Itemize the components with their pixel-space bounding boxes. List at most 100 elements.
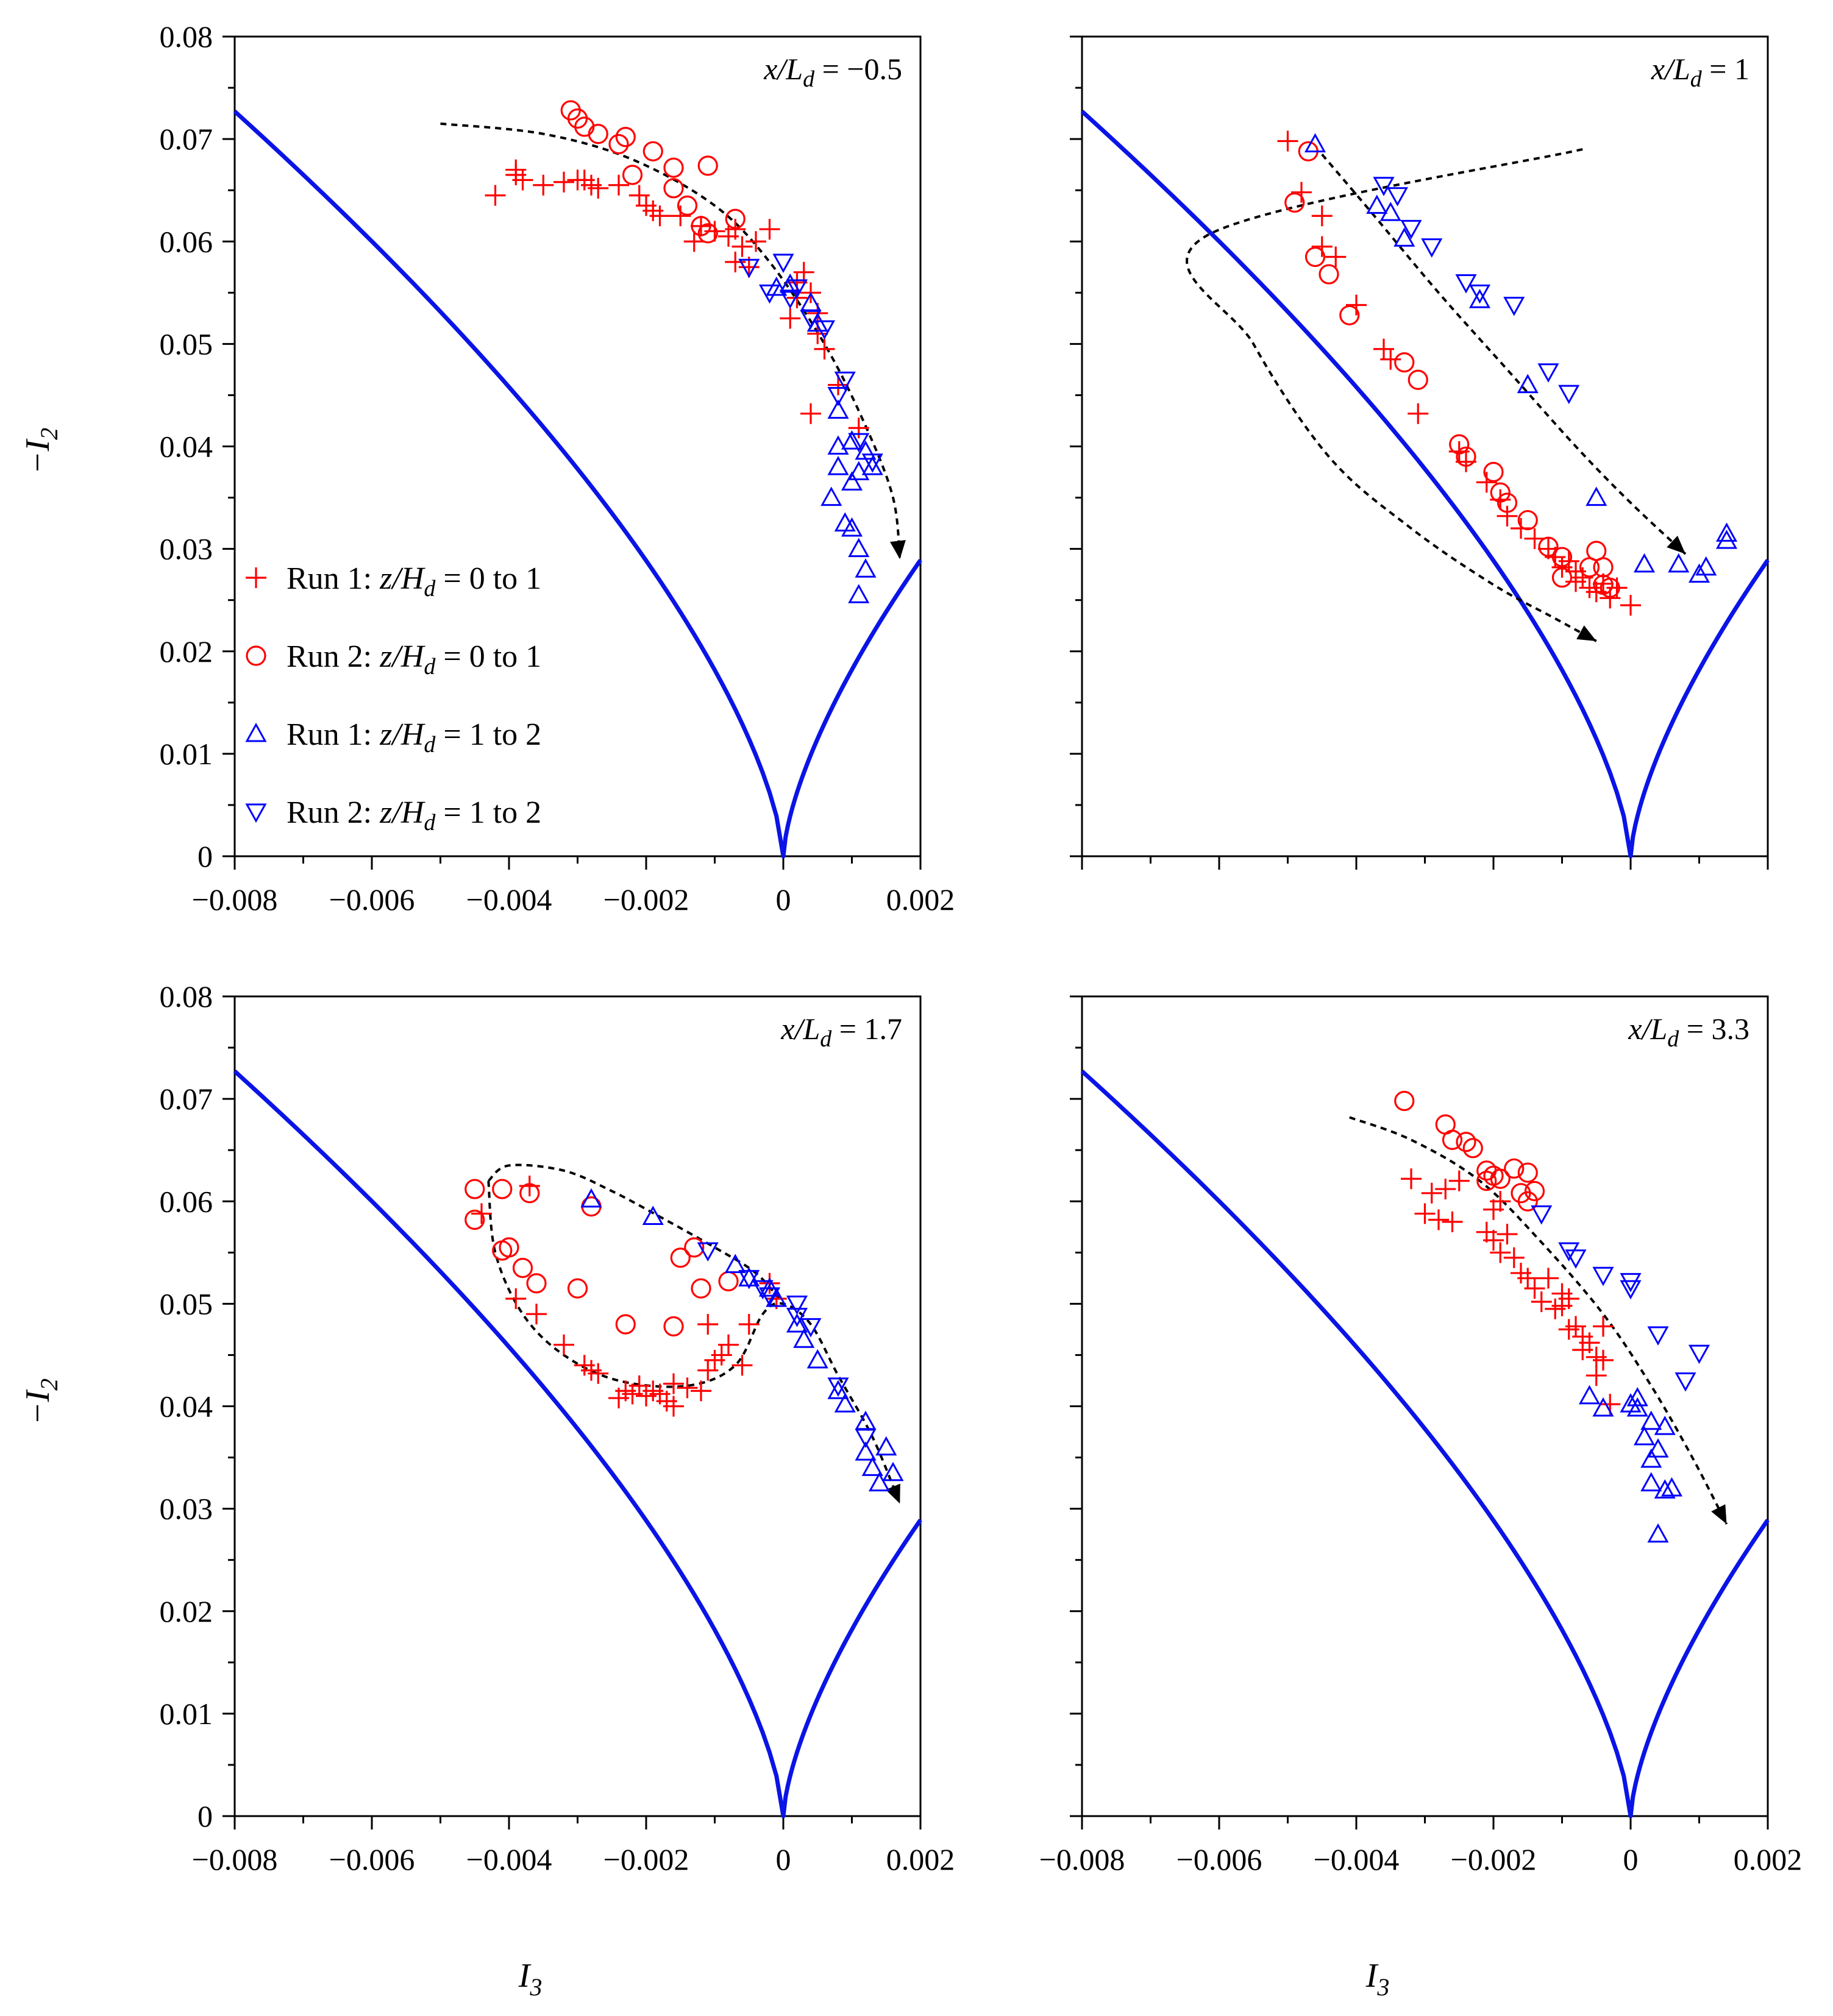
series-circle — [464, 1179, 739, 1336]
data-point — [553, 1334, 574, 1355]
x-axis-label-right: I3 — [1365, 1957, 1390, 2001]
series-triangle-down — [697, 1242, 877, 1449]
data-point — [464, 1209, 485, 1230]
panel-bottom-right: −0.008 −0.006 −0.004 −0.002 0 0.002 x/Ld = 3.3 — [1039, 995, 1803, 1876]
x-tick-label: 0.002 — [886, 1842, 955, 1876]
data-point — [1517, 1162, 1538, 1183]
x-tick-label: −0.008 — [192, 1842, 278, 1876]
data-point — [1442, 1129, 1463, 1150]
data-point — [855, 1441, 877, 1461]
y-axis-label-bottom: −I2 — [19, 1379, 63, 1425]
data-point — [848, 433, 870, 453]
data-point — [1497, 492, 1518, 513]
data-point — [1394, 352, 1415, 373]
data-point — [1620, 1280, 1642, 1300]
data-point — [724, 1254, 746, 1273]
data-point — [1483, 461, 1504, 483]
x-axis-label-left: I3 — [518, 1957, 543, 2001]
data-point — [1600, 577, 1620, 598]
data-point — [691, 1278, 711, 1299]
data-point — [1715, 530, 1738, 549]
data-point — [779, 289, 801, 309]
y-tick-label: 0.03 — [160, 532, 213, 566]
data-point — [1654, 1479, 1676, 1499]
data-point — [786, 279, 808, 299]
y-tick-label: 0.08 — [160, 20, 213, 54]
y-tick-label: 0.08 — [160, 979, 213, 1013]
data-point — [1311, 205, 1333, 227]
x-tick-label: −0.002 — [1451, 1842, 1537, 1876]
x-tick-label: 0 — [1623, 1842, 1639, 1876]
data-point — [505, 1288, 527, 1309]
data-point — [861, 1457, 883, 1476]
data-point — [691, 216, 711, 236]
data-point — [848, 417, 869, 439]
data-point — [827, 456, 849, 475]
data-point — [758, 1287, 781, 1307]
data-point — [1304, 246, 1326, 268]
trend-arrowhead — [885, 1483, 900, 1504]
y-tick-label: 0.06 — [160, 224, 213, 258]
panel-annotation: x/Ld = 1.7 — [780, 1012, 902, 1052]
x-tick-label: 0.002 — [1734, 1842, 1803, 1876]
series-triangle-down — [1373, 177, 1580, 405]
data-point — [1401, 1168, 1422, 1190]
y-axis-label-sub: 2 — [35, 428, 63, 440]
data-point — [1626, 1397, 1648, 1417]
data-point — [725, 251, 746, 272]
data-point — [1537, 363, 1559, 383]
series-plus — [1277, 130, 1641, 616]
series-triangle-down — [738, 254, 883, 473]
legend-marker — [246, 645, 266, 666]
x-tick-label: −0.006 — [329, 1842, 415, 1876]
data-point — [1462, 1138, 1483, 1159]
data-point — [841, 471, 863, 491]
data-point — [786, 1295, 808, 1315]
data-point — [855, 558, 877, 578]
data-point — [738, 1269, 760, 1290]
y-tick-label: 0.01 — [160, 737, 213, 771]
data-point — [738, 1314, 760, 1335]
data-point — [1647, 1326, 1669, 1346]
data-point — [642, 1205, 664, 1225]
data-point — [1428, 1209, 1449, 1230]
data-point — [1578, 1385, 1601, 1405]
x-axis-label-text: I — [518, 1957, 532, 1995]
data-point — [464, 1179, 485, 1199]
series-triangle-down — [1531, 1205, 1710, 1392]
data-point — [1339, 305, 1360, 325]
data-point — [677, 1377, 698, 1399]
data-point — [649, 205, 671, 227]
data-point — [1586, 486, 1607, 506]
data-point — [841, 517, 863, 537]
data-point — [1400, 219, 1422, 240]
data-point — [1626, 1386, 1648, 1407]
data-point — [1586, 1365, 1607, 1386]
data-point — [827, 386, 849, 406]
data-point — [1633, 1425, 1656, 1446]
series-circle — [560, 100, 746, 244]
data-point — [533, 174, 554, 196]
data-point — [1468, 284, 1491, 304]
data-point — [499, 1237, 519, 1258]
data-point — [813, 320, 836, 340]
data-point — [827, 1377, 849, 1397]
x-tick-label: 0 — [776, 1842, 791, 1876]
trend-dashed-arrow — [1349, 1116, 1728, 1525]
x-tick-label: −0.002 — [603, 882, 689, 917]
data-point — [519, 1183, 540, 1204]
data-point — [1579, 1332, 1600, 1354]
y-axis-label-top: −I2 — [19, 428, 63, 474]
data-point — [1304, 133, 1326, 153]
data-point — [1558, 1288, 1579, 1309]
data-point — [526, 1273, 547, 1294]
y-axis-label-text: −I — [19, 438, 57, 474]
panel-annotation: x/Ld = 3.3 — [1628, 1012, 1749, 1052]
data-point — [758, 284, 781, 304]
data-point — [1490, 482, 1511, 503]
lumley-boundary-curve — [233, 1070, 922, 1819]
x-tick-label: −0.004 — [466, 882, 552, 917]
data-point — [1551, 547, 1573, 567]
data-point — [1503, 296, 1525, 316]
data-point — [1490, 1168, 1511, 1189]
